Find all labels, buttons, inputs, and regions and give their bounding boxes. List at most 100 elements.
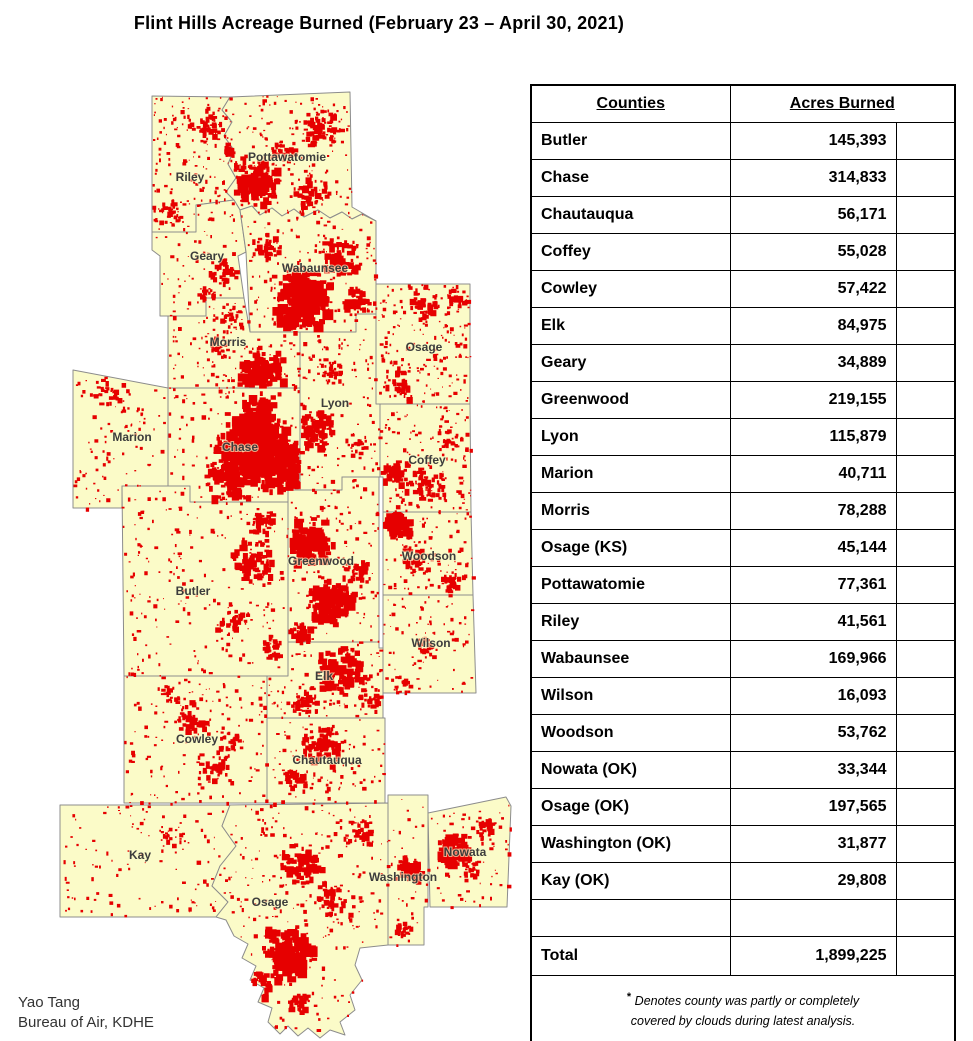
acres-cell: 29,808 bbox=[729, 862, 897, 900]
spare-cell bbox=[895, 825, 956, 863]
acres-cell: 56,171 bbox=[729, 196, 897, 234]
spare-cell bbox=[895, 862, 956, 900]
counties-header: Counties bbox=[530, 84, 731, 123]
county-cell: Coffey bbox=[530, 233, 731, 271]
county-label-riley: Riley bbox=[176, 170, 205, 184]
footnote-row: * Denotes county was partly or completel… bbox=[530, 975, 956, 1041]
county-label-coffey: Coffey bbox=[408, 453, 446, 467]
table-row: Cowley 57,422 bbox=[530, 270, 956, 308]
footnote-line1: Denotes county was partly or completely bbox=[634, 994, 860, 1009]
county-cell: Morris bbox=[530, 492, 731, 530]
county-label-cowley: Cowley bbox=[176, 732, 218, 746]
spare-cell bbox=[895, 566, 956, 604]
total-row: Total 1,899,225 bbox=[530, 936, 956, 976]
county-cell: Wabaunsee bbox=[530, 640, 731, 678]
county-label-morris: Morris bbox=[210, 335, 247, 349]
acres-burned-header: Acres Burned bbox=[729, 84, 956, 123]
county-label-pottawatomie: Pottawatomie bbox=[248, 150, 326, 164]
spare-cell bbox=[895, 455, 956, 493]
table-row: Riley 41,561 bbox=[530, 603, 956, 641]
acres-cell: 169,966 bbox=[729, 640, 897, 678]
spare-cell bbox=[895, 640, 956, 678]
county-cell: Riley bbox=[530, 603, 731, 641]
table-row: Morris 78,288 bbox=[530, 492, 956, 530]
spare-cell bbox=[895, 529, 956, 567]
county-cell: Chase bbox=[530, 159, 731, 197]
county-cell: Osage (KS) bbox=[530, 529, 731, 567]
page-title: Flint Hills Acreage Burned (February 23 … bbox=[133, 13, 625, 33]
county-label-elk: Elk bbox=[315, 669, 333, 683]
county-label-woodson: Woodson bbox=[402, 549, 456, 563]
table-row: Lyon 115,879 bbox=[530, 418, 956, 456]
acres-cell: 16,093 bbox=[729, 677, 897, 715]
footnote-asterisk: * bbox=[626, 991, 632, 1004]
flint-hills-burn-map: Riley Pottawatomie Geary Wabaunsee Morri… bbox=[59, 91, 512, 1039]
empty-row bbox=[530, 899, 956, 937]
county-shape-geary bbox=[151, 199, 247, 317]
county-label-chautauqua: Chautauqua bbox=[292, 753, 362, 767]
empty-acres-cell bbox=[729, 899, 897, 937]
credit-author: Yao Tang bbox=[18, 994, 80, 1011]
county-cell: Geary bbox=[530, 344, 731, 382]
table-row: Geary 34,889 bbox=[530, 344, 956, 382]
footnote-line2: covered by clouds during latest analysis… bbox=[630, 1013, 856, 1028]
county-label-lyon: Lyon bbox=[321, 396, 349, 410]
spare-cell bbox=[895, 751, 956, 789]
map-credit: Yao Tang Bureau of Air, KDHE bbox=[18, 993, 154, 1032]
county-cell: Lyon bbox=[530, 418, 731, 456]
acres-cell: 45,144 bbox=[729, 529, 897, 567]
county-cell: Greenwood bbox=[530, 381, 731, 419]
county-label-butler: Butler bbox=[176, 584, 211, 598]
table-row: Butler 145,393 bbox=[530, 122, 956, 160]
credit-org: Bureau of Air, KDHE bbox=[18, 1013, 154, 1031]
acres-cell: 115,879 bbox=[729, 418, 897, 456]
spare-cell bbox=[895, 603, 956, 641]
acres-cell: 40,711 bbox=[729, 455, 897, 493]
spare-cell bbox=[895, 270, 956, 308]
spare-cell bbox=[895, 418, 956, 456]
county-cell: Wilson bbox=[530, 677, 731, 715]
spare-cell bbox=[895, 788, 956, 826]
table-row: Pottawatomie 77,361 bbox=[530, 566, 956, 604]
county-label-kay: Kay bbox=[129, 848, 151, 862]
county-cell: Pottawatomie bbox=[530, 566, 731, 604]
table-row: Washington (OK) 31,877 bbox=[530, 825, 956, 863]
table-row: Marion 40,711 bbox=[530, 455, 956, 493]
total-acres-cell: 1,899,225 bbox=[729, 936, 897, 976]
table-row: Wabaunsee 169,966 bbox=[530, 640, 956, 678]
total-label-cell: Total bbox=[530, 936, 731, 976]
table-row: Osage (OK) 197,565 bbox=[530, 788, 956, 826]
acres-cell: 34,889 bbox=[729, 344, 897, 382]
county-cell: Chautauqua bbox=[530, 196, 731, 234]
table-row: Wilson 16,093 bbox=[530, 677, 956, 715]
county-label-greenwood: Greenwood bbox=[288, 554, 354, 568]
acres-cell: 41,561 bbox=[729, 603, 897, 641]
spare-cell bbox=[895, 714, 956, 752]
acres-cell: 219,155 bbox=[729, 381, 897, 419]
spare-cell bbox=[895, 344, 956, 382]
spare-cell bbox=[895, 307, 956, 345]
spare-cell bbox=[895, 677, 956, 715]
table-row: Greenwood 219,155 bbox=[530, 381, 956, 419]
spare-cell bbox=[895, 899, 956, 937]
table-row: Kay (OK) 29,808 bbox=[530, 862, 956, 900]
county-label-osage-ok: Osage bbox=[252, 895, 289, 909]
spare-cell bbox=[895, 196, 956, 234]
acres-cell: 145,393 bbox=[729, 122, 897, 160]
table-row: Elk 84,975 bbox=[530, 307, 956, 345]
county-cell: Woodson bbox=[530, 714, 731, 752]
burned-area-overlay bbox=[63, 95, 512, 1032]
county-label-wabaunsee: Wabaunsee bbox=[282, 261, 349, 275]
table-header-row: Counties Acres Burned bbox=[530, 84, 956, 123]
county-label-geary: Geary bbox=[190, 249, 224, 263]
acres-cell: 55,028 bbox=[729, 233, 897, 271]
acres-cell: 84,975 bbox=[729, 307, 897, 345]
table-row: Coffey 55,028 bbox=[530, 233, 956, 271]
county-label-wilson: Wilson bbox=[411, 636, 450, 650]
acres-cell: 53,762 bbox=[729, 714, 897, 752]
county-label-marion: Marion bbox=[112, 430, 151, 444]
spare-cell bbox=[895, 381, 956, 419]
acres-cell: 33,344 bbox=[729, 751, 897, 789]
table-row: Nowata (OK) 33,344 bbox=[530, 751, 956, 789]
